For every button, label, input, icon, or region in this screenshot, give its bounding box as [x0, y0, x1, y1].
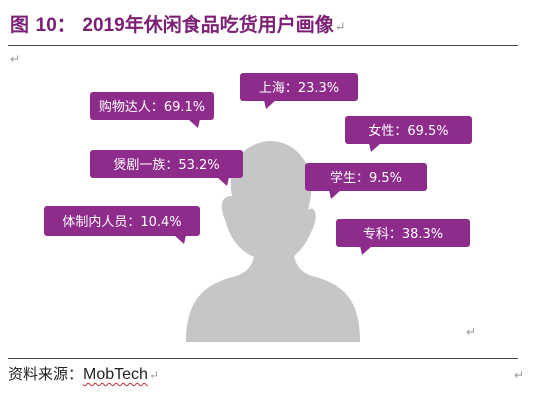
paragraph-mark-icon: ↵: [514, 368, 525, 382]
callout-1: 上海：23.3%: [240, 73, 358, 109]
callout-box: [240, 73, 358, 101]
callout-labels: 上海：23.3% 购物达人：69.1% 女性：69.5% 煲剧一族：53.2% 学生：9…: [44, 73, 472, 255]
callout-tail: [264, 100, 276, 109]
callout-label: 女性：69.5%: [368, 123, 448, 139]
figure-title: 图 10： 2019年休闲食品吃货用户画像↵: [10, 10, 346, 36]
callout-3: 女性：69.5%: [345, 116, 472, 152]
figure-title-text: 年休闲食品吃货用户画像: [124, 14, 334, 36]
callout-box: [90, 92, 214, 120]
callout-label: 学生：9.5%: [330, 170, 402, 186]
callout-box: [305, 163, 427, 191]
callout-5: 学生：9.5%: [305, 163, 427, 199]
figure-title-year: 2019: [82, 15, 125, 36]
callout-box: [345, 116, 472, 144]
figure-title-prefix: 图: [10, 14, 30, 36]
female-silhouette-icon: [186, 141, 360, 342]
callout-6: 体制内人员：10.4%: [44, 206, 200, 244]
figure-title-colon: ：: [56, 14, 76, 36]
top-rule: [8, 45, 518, 46]
callout-box: [44, 206, 200, 236]
callout-label: 专科：38.3%: [363, 227, 443, 242]
return-mark-icon: ↵: [334, 20, 346, 35]
silhouette-shape: [186, 141, 360, 342]
source-name: MobTech: [83, 366, 148, 383]
callout-box: [336, 219, 470, 247]
user-portrait-chart: 上海：23.3% 购物达人：69.1% 女性：69.5% 煲剧一族：53.2% 学生：9…: [44, 73, 472, 342]
paragraph-mark-icon: ↵: [466, 325, 477, 339]
callout-label: 上海：23.3%: [259, 81, 339, 96]
source-note: 资料来源：MobTech↵: [8, 363, 159, 384]
callout-tail: [188, 119, 200, 128]
callout-tail: [329, 190, 341, 199]
figure-title-number: 10: [35, 15, 57, 36]
callout-label: 体制内人员：10.4%: [62, 214, 181, 230]
callout-tail: [174, 235, 186, 244]
bottom-rule: [8, 358, 518, 359]
source-label: 资料来源：: [8, 365, 84, 383]
callout-4: 煲剧一族：53.2%: [90, 150, 243, 186]
callout-box: [90, 150, 243, 178]
callout-7: 专科：38.3%: [336, 219, 470, 255]
callout-tail: [217, 177, 229, 186]
paragraph-mark-icon: ↵: [10, 52, 21, 66]
callout-label: 购物达人：69.1%: [99, 99, 205, 115]
callout-tail: [360, 246, 372, 255]
callout-label: 煲剧一族：53.2%: [113, 157, 219, 173]
callout-2: 购物达人：69.1%: [90, 92, 214, 128]
callout-tail: [369, 143, 381, 152]
return-mark-icon: ↵: [148, 368, 159, 382]
